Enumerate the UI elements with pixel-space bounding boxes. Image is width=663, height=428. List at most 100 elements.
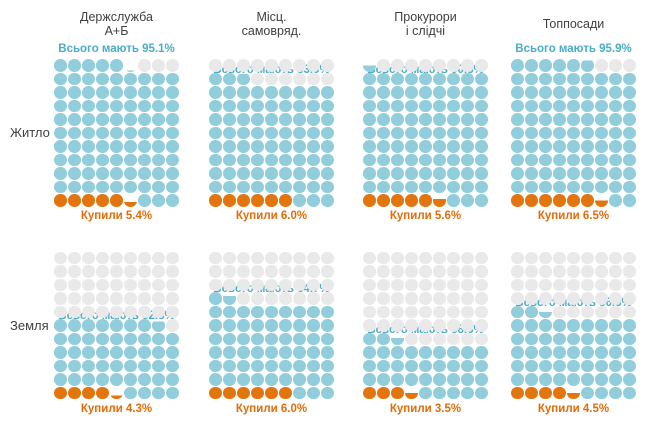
dot bbox=[377, 251, 390, 264]
waffle-dot-grid bbox=[54, 59, 179, 207]
dot bbox=[595, 126, 608, 139]
dot bbox=[237, 140, 250, 153]
dot bbox=[609, 72, 622, 85]
dot bbox=[54, 373, 67, 386]
dot bbox=[138, 140, 151, 153]
dot bbox=[138, 359, 151, 372]
dot bbox=[265, 59, 278, 72]
dot bbox=[475, 346, 488, 359]
dot bbox=[82, 86, 95, 99]
dot bbox=[363, 346, 376, 359]
dot bbox=[553, 72, 566, 85]
dot bbox=[525, 386, 538, 399]
dot bbox=[511, 359, 524, 372]
dot bbox=[166, 86, 179, 99]
dot bbox=[321, 386, 334, 399]
dot bbox=[209, 153, 222, 166]
dot bbox=[433, 319, 446, 332]
dot bbox=[237, 180, 250, 193]
dot bbox=[152, 278, 165, 291]
dot bbox=[265, 332, 278, 345]
dot bbox=[307, 292, 320, 305]
dot bbox=[391, 332, 404, 345]
dot bbox=[391, 278, 404, 291]
dot bbox=[293, 305, 306, 318]
dot bbox=[251, 113, 264, 126]
dot bbox=[447, 113, 460, 126]
dot bbox=[581, 194, 594, 207]
dot bbox=[96, 126, 109, 139]
dot bbox=[152, 319, 165, 332]
dot bbox=[567, 332, 580, 345]
dot bbox=[68, 386, 81, 399]
dot bbox=[96, 167, 109, 180]
dot bbox=[223, 86, 236, 99]
dot bbox=[321, 140, 334, 153]
dot bbox=[152, 153, 165, 166]
dot bbox=[475, 167, 488, 180]
bought-percentage-label: Купили 4.3% bbox=[80, 402, 153, 415]
dot bbox=[237, 386, 250, 399]
dot bbox=[419, 194, 432, 207]
dot bbox=[96, 319, 109, 332]
dot bbox=[82, 319, 95, 332]
dot bbox=[251, 305, 264, 318]
dot bbox=[209, 180, 222, 193]
dot bbox=[82, 59, 95, 72]
dot bbox=[279, 126, 292, 139]
column-header-line: самовряд. bbox=[241, 24, 302, 38]
dot bbox=[152, 359, 165, 372]
dot bbox=[581, 180, 594, 193]
dot bbox=[363, 278, 376, 291]
dot bbox=[251, 167, 264, 180]
dot bbox=[82, 305, 95, 318]
dot bbox=[209, 251, 222, 264]
dot bbox=[223, 99, 236, 112]
dot bbox=[595, 319, 608, 332]
dot bbox=[124, 332, 137, 345]
dot bbox=[511, 194, 524, 207]
dot bbox=[475, 305, 488, 318]
dot bbox=[377, 305, 390, 318]
dot bbox=[539, 265, 552, 278]
dot bbox=[209, 359, 222, 372]
dot bbox=[433, 167, 446, 180]
dot bbox=[419, 113, 432, 126]
dot bbox=[581, 59, 594, 72]
dot bbox=[307, 140, 320, 153]
dot bbox=[237, 86, 250, 99]
dot bbox=[68, 59, 81, 72]
dot bbox=[110, 319, 123, 332]
dot bbox=[265, 194, 278, 207]
dot bbox=[152, 386, 165, 399]
dot bbox=[265, 153, 278, 166]
dot bbox=[363, 194, 376, 207]
dot bbox=[377, 86, 390, 99]
dot bbox=[265, 86, 278, 99]
dot bbox=[223, 265, 236, 278]
dot bbox=[152, 72, 165, 85]
dot bbox=[447, 99, 460, 112]
dot bbox=[419, 86, 432, 99]
dot bbox=[251, 72, 264, 85]
dot bbox=[511, 278, 524, 291]
dot bbox=[68, 153, 81, 166]
dot bbox=[447, 305, 460, 318]
dot bbox=[321, 126, 334, 139]
dot bbox=[279, 140, 292, 153]
dot bbox=[391, 72, 404, 85]
dot bbox=[475, 194, 488, 207]
dot bbox=[581, 359, 594, 372]
dot bbox=[461, 292, 474, 305]
column-header-line: А+Б bbox=[104, 24, 129, 38]
dot bbox=[293, 194, 306, 207]
dot bbox=[82, 72, 95, 85]
dot bbox=[209, 373, 222, 386]
dot bbox=[623, 386, 636, 399]
dot bbox=[525, 319, 538, 332]
dot bbox=[377, 72, 390, 85]
dot bbox=[321, 72, 334, 85]
dot bbox=[82, 359, 95, 372]
dot bbox=[609, 265, 622, 278]
dot bbox=[525, 72, 538, 85]
